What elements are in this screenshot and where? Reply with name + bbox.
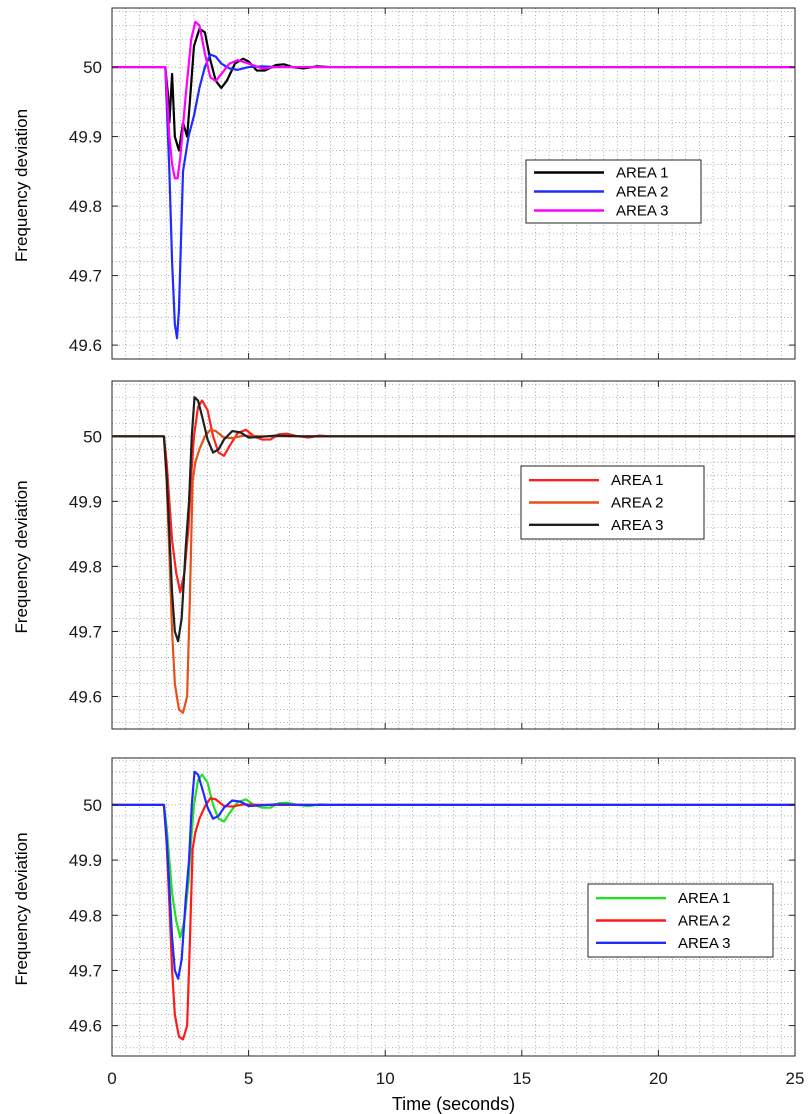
x-tick-label: 5 [244, 1069, 253, 1088]
series-line-area-2 [112, 797, 795, 1041]
chart-panel-1: 49.6 49.7 49.8 49.9 50 Frequency deviation ARE… [12, 7, 796, 360]
legend-label-area-2: AREA 2 [616, 184, 669, 201]
legend: AREA 1 AREA 2 AREA 3 [520, 465, 705, 540]
x-axis-label: Time (seconds) [392, 1094, 515, 1114]
legend: AREA 1 AREA 2 AREA 3 [587, 883, 774, 958]
y-tick-label: 49.6 [69, 1017, 102, 1036]
legend-label-area-2: AREA 2 [611, 495, 664, 512]
x-tick-label: 20 [649, 1069, 668, 1088]
x-tick-label: 25 [786, 1069, 805, 1088]
x-tick-label: 15 [512, 1069, 531, 1088]
axes-box [111, 380, 796, 730]
legend-label-area-1: AREA 1 [678, 890, 731, 907]
y-tick-label: 49.6 [69, 336, 102, 355]
y-tick-label: 50 [83, 796, 102, 815]
chart-panel-3: 49.6 49.7 49.8 49.9 50 0 5 10 15 20 25 Frequency de… [12, 757, 805, 1114]
series-line-area-2 [112, 428, 795, 714]
axes-box [111, 757, 796, 1057]
y-tick-label: 49.7 [69, 961, 102, 980]
x-tick-label: 0 [107, 1069, 116, 1088]
legend: AREA 1 AREA 2 AREA 3 [525, 159, 702, 224]
y-tick-label: 49.9 [69, 851, 102, 870]
y-tick-label: 49.9 [69, 492, 102, 511]
legend-label-area-3: AREA 3 [611, 517, 664, 534]
series-line-area-3 [112, 20, 795, 180]
chart-panel-2: 49.6 49.7 49.8 49.9 50 Frequency deviation ARE… [12, 380, 796, 730]
y-tick-label: 49.8 [69, 906, 102, 925]
y-tick-label: 49.8 [69, 557, 102, 576]
y-tick-label: 49.8 [69, 197, 102, 216]
y-axis-label: Frequency deviation [12, 832, 31, 985]
y-tick-label: 50 [83, 427, 102, 446]
y-tick-label: 49.7 [69, 267, 102, 286]
y-axis-label: Frequency deviation [12, 480, 31, 633]
y-tick-label: 49.7 [69, 622, 102, 641]
series-line-area-3 [112, 770, 795, 980]
legend-label-area-3: AREA 3 [678, 935, 731, 952]
y-axis-label: Frequency deviation [12, 109, 31, 262]
axes-box [111, 7, 796, 360]
y-tick-label: 50 [83, 58, 102, 77]
series-line-area-3 [112, 396, 795, 643]
series-line-area-2 [112, 53, 795, 340]
legend-label-area-1: AREA 1 [616, 165, 669, 182]
y-tick-label: 49.6 [69, 687, 102, 706]
legend-label-area-1: AREA 1 [611, 472, 664, 489]
x-tick-label: 10 [376, 1069, 395, 1088]
legend-label-area-2: AREA 2 [678, 913, 731, 930]
legend-label-area-3: AREA 3 [616, 203, 669, 220]
plot-area [112, 381, 795, 729]
y-tick-label: 49.9 [69, 128, 102, 147]
